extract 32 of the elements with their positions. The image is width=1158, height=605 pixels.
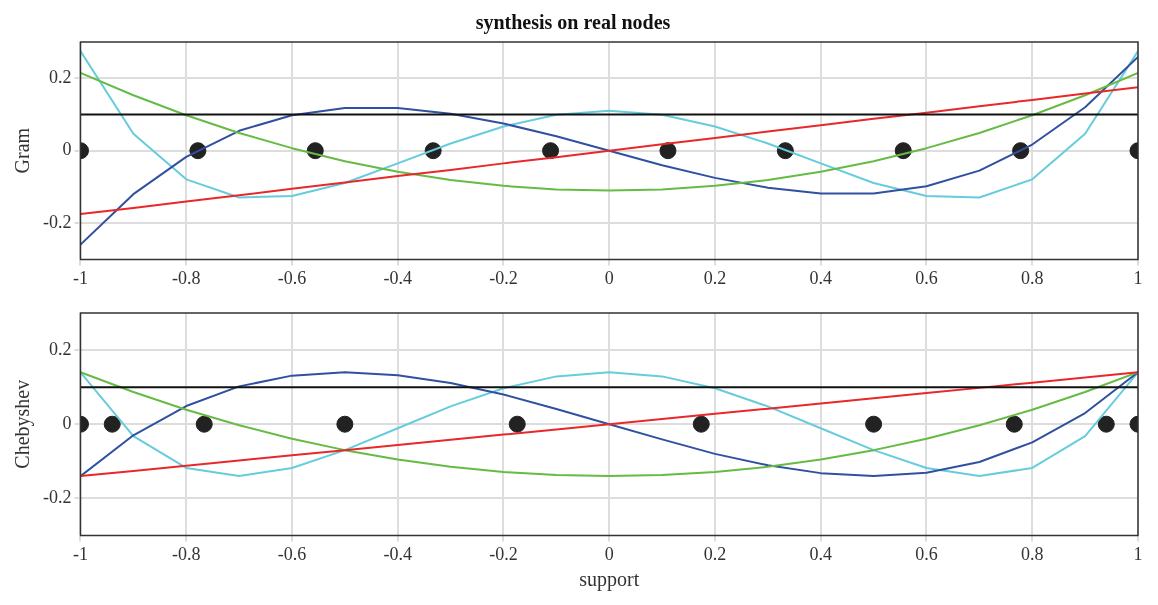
x-tick-label: 1 — [1133, 543, 1143, 564]
y-axis-title: Gram — [11, 127, 34, 174]
y-tick-label: 0.2 — [48, 338, 72, 359]
x-tick-label: -0.6 — [277, 543, 307, 564]
x-tick-label: 0 — [604, 267, 614, 288]
chart-title: synthesis on real nodes — [475, 11, 671, 35]
y-tick-label: 0 — [62, 412, 72, 433]
y-tick-label: -0.2 — [42, 487, 72, 508]
x-tick-label: 0.8 — [1021, 267, 1044, 288]
x-tick-label: 1 — [1133, 267, 1143, 288]
x-tick-label: 0.4 — [809, 543, 832, 564]
x-tick-label: 0 — [604, 543, 614, 564]
x-tick-label: 0.6 — [915, 543, 938, 564]
x-tick-label: -0.4 — [383, 267, 412, 288]
x-tick-label: -0.2 — [489, 543, 518, 564]
x-tick-label: 0.6 — [915, 267, 938, 288]
y-tick-label: -0.2 — [42, 211, 72, 232]
x-tick-label: -0.2 — [489, 267, 518, 288]
x-tick-label: 0.2 — [703, 267, 727, 288]
x-tick-label: -1 — [72, 267, 88, 288]
x-axis-title: support — [579, 568, 640, 592]
x-tick-label: 0.4 — [809, 267, 832, 288]
x-tick-label: -1 — [72, 543, 88, 564]
x-tick-label: -0.8 — [171, 543, 201, 564]
y-tick-label: 0 — [62, 139, 72, 160]
y-axis-title: Chebyshev — [11, 379, 35, 469]
x-tick-label: 0.8 — [1021, 543, 1044, 564]
x-tick-label: -0.8 — [171, 267, 201, 288]
x-tick-label: -0.4 — [383, 543, 412, 564]
x-tick-label: -0.6 — [277, 267, 307, 288]
x-tick-label: 0.2 — [703, 543, 727, 564]
y-tick-label: 0.2 — [48, 66, 72, 87]
